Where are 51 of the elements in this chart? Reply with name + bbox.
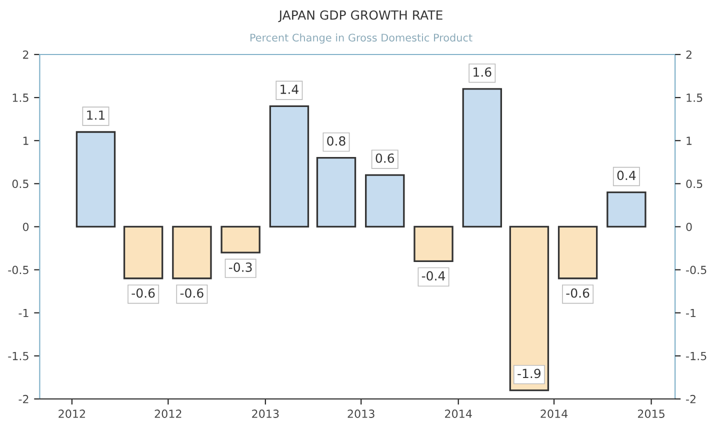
data-label: 0.8 bbox=[327, 136, 346, 146]
y2-tick-label: -2 bbox=[686, 394, 696, 404]
y2-tick-label: 0 bbox=[686, 222, 692, 232]
x-tick-label: 2012 bbox=[58, 410, 85, 418]
bar bbox=[172, 226, 212, 280]
data-label: 0.4 bbox=[617, 170, 636, 180]
data-label: -0.4 bbox=[422, 271, 445, 281]
bar bbox=[220, 226, 260, 254]
data-label: 0.6 bbox=[376, 153, 394, 163]
x-tick-label: 2015 bbox=[638, 410, 664, 418]
x-tick-label: 2014 bbox=[445, 410, 472, 418]
bar bbox=[414, 226, 454, 262]
data-label: -1.9 bbox=[518, 368, 540, 378]
data-label: 1.1 bbox=[87, 110, 105, 120]
data-label: -0.6 bbox=[132, 288, 155, 298]
bar bbox=[316, 156, 356, 228]
x-tick-label: 2013 bbox=[252, 410, 279, 418]
data-label: -0.6 bbox=[566, 288, 590, 298]
y-tick-label: -0.5 bbox=[8, 266, 28, 274]
x-tick-label: 2014 bbox=[540, 410, 568, 418]
bar bbox=[76, 131, 116, 228]
y-tick-label: -2 bbox=[18, 394, 28, 404]
data-label: -0.3 bbox=[228, 262, 252, 272]
chart-title: JAPAN GDP GROWTH RATE bbox=[278, 10, 442, 22]
y2-tick-label: 1.5 bbox=[686, 94, 702, 102]
x-tick-label: 2012 bbox=[154, 410, 182, 418]
y2-tick-label: -1.5 bbox=[686, 352, 706, 360]
y-tick-label: 0.5 bbox=[12, 180, 28, 188]
y2-tick-label: -1 bbox=[686, 308, 696, 318]
bar bbox=[558, 226, 598, 280]
data-label: -0.6 bbox=[180, 288, 204, 298]
y-tick-label: 0 bbox=[22, 222, 29, 232]
chart-subtitle: Percent Change in Gross Domestic Product bbox=[250, 34, 472, 44]
data-label: 1.4 bbox=[280, 84, 298, 94]
y-tick-label: -1 bbox=[18, 308, 28, 318]
y-tick-label: 1.5 bbox=[12, 94, 28, 102]
bar bbox=[462, 88, 502, 228]
data-label: 1.6 bbox=[474, 67, 492, 77]
y-tick-label: 1 bbox=[23, 136, 28, 145]
bar bbox=[606, 191, 646, 228]
y-tick-label: 2 bbox=[23, 50, 28, 59]
bar bbox=[269, 105, 310, 228]
bar bbox=[123, 226, 164, 280]
bar bbox=[509, 226, 550, 392]
y2-tick-label: 2 bbox=[686, 50, 692, 59]
y-tick-label: -1.5 bbox=[8, 352, 28, 360]
x-tick-label: 2013 bbox=[348, 410, 374, 418]
y2-tick-label: 0.5 bbox=[686, 180, 702, 188]
bar bbox=[365, 174, 405, 228]
y2-tick-label: -0.5 bbox=[686, 266, 706, 274]
y2-tick-label: 1 bbox=[686, 136, 692, 145]
